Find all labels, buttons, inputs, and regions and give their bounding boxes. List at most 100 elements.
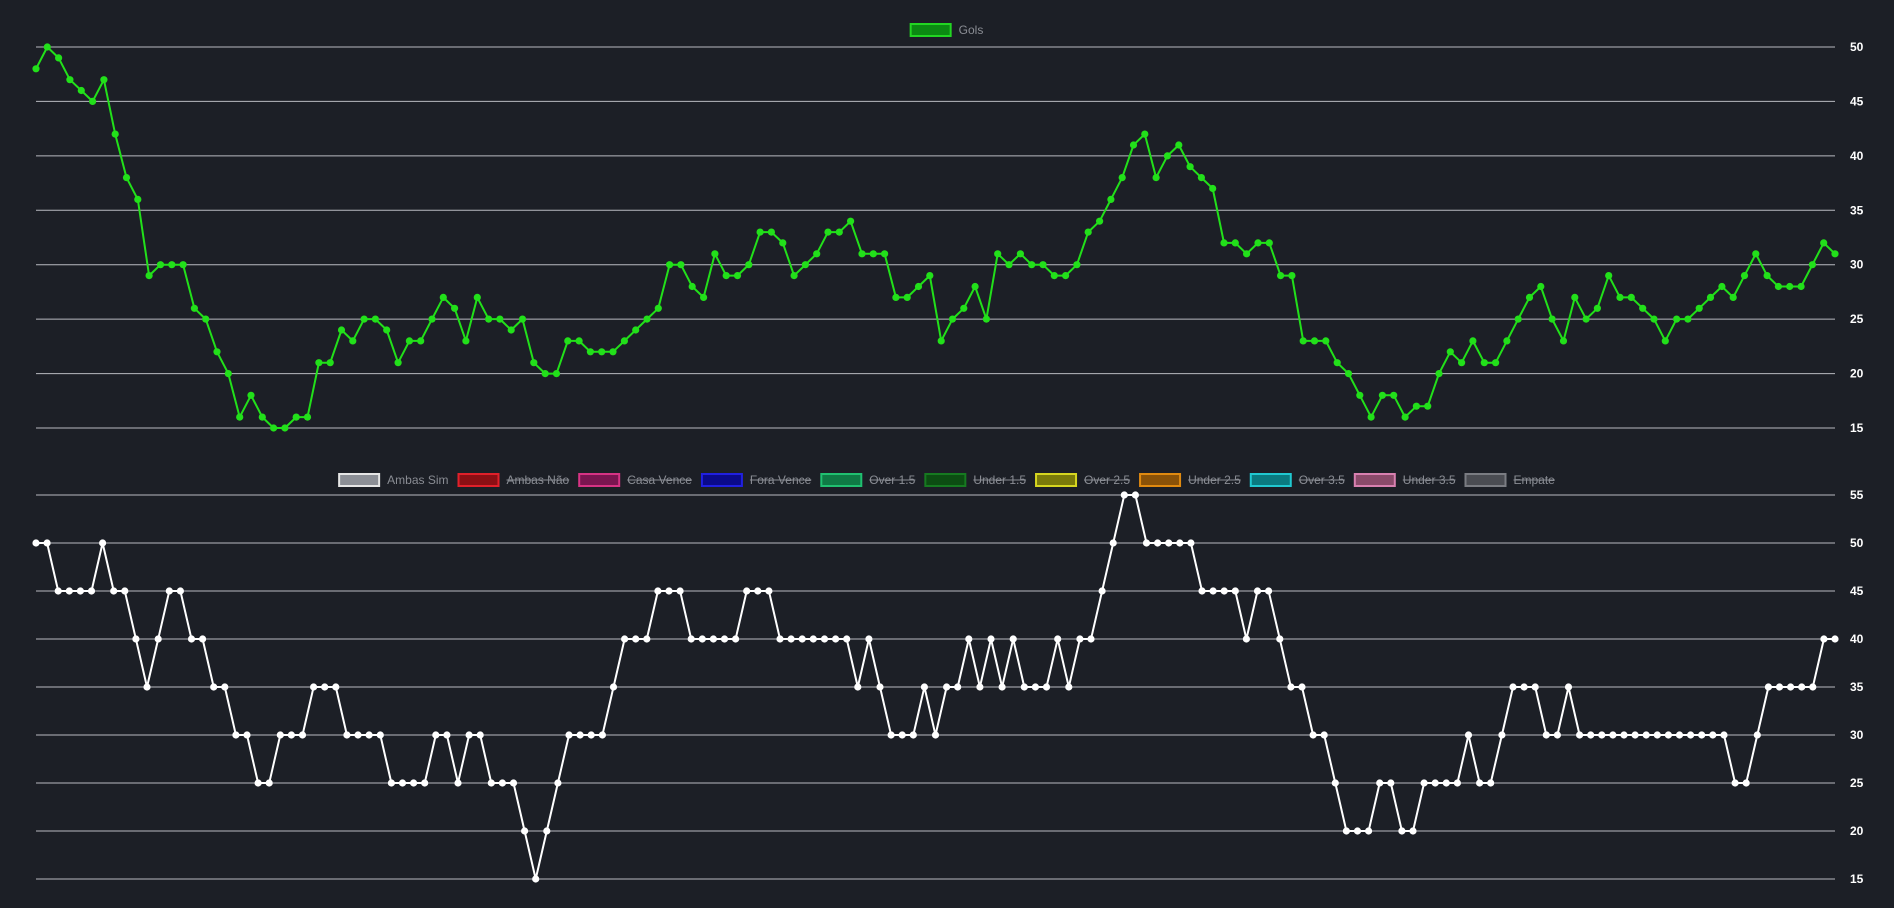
data-point[interactable] — [865, 635, 873, 643]
data-point[interactable] — [620, 337, 629, 345]
data-point[interactable] — [354, 731, 362, 739]
data-point[interactable] — [1005, 261, 1013, 269]
data-point[interactable] — [55, 54, 63, 62]
data-point[interactable] — [1353, 827, 1362, 835]
data-point[interactable] — [1798, 683, 1806, 691]
data-point[interactable] — [609, 348, 617, 356]
data-point[interactable] — [765, 587, 773, 595]
data-point[interactable] — [332, 683, 340, 691]
data-point[interactable] — [156, 261, 165, 269]
data-point[interactable] — [835, 228, 843, 236]
data-point[interactable] — [1398, 827, 1406, 835]
data-point[interactable] — [1331, 779, 1339, 787]
data-point[interactable] — [1820, 239, 1828, 247]
data-point[interactable] — [1571, 293, 1579, 301]
data-point[interactable] — [1820, 635, 1828, 643]
data-point[interactable] — [1265, 239, 1273, 247]
data-point[interactable] — [1322, 337, 1330, 345]
data-point[interactable] — [732, 635, 740, 643]
data-point[interactable] — [1664, 731, 1672, 739]
data-point[interactable] — [190, 304, 198, 312]
legend-item[interactable]: Under 2.5 — [1139, 473, 1241, 487]
data-point[interactable] — [1753, 731, 1761, 739]
data-point[interactable] — [1186, 163, 1194, 171]
data-point[interactable] — [321, 683, 329, 691]
data-point[interactable] — [1220, 587, 1228, 595]
data-point[interactable] — [1152, 174, 1160, 182]
data-point[interactable] — [798, 635, 806, 643]
data-point[interactable] — [982, 315, 991, 323]
data-point[interactable] — [745, 261, 753, 269]
data-point[interactable] — [383, 326, 391, 334]
data-point[interactable] — [371, 315, 379, 323]
data-point[interactable] — [199, 635, 207, 643]
data-point[interactable] — [1752, 250, 1760, 258]
data-point[interactable] — [552, 370, 561, 378]
data-point[interactable] — [1609, 731, 1617, 739]
data-point[interactable] — [77, 86, 85, 95]
data-point[interactable] — [1265, 587, 1273, 595]
data-point[interactable] — [598, 731, 607, 739]
data-point[interactable] — [1298, 683, 1306, 691]
data-point[interactable] — [643, 315, 651, 323]
data-point[interactable] — [1453, 779, 1461, 787]
data-point[interactable] — [1141, 130, 1149, 138]
data-point[interactable] — [1514, 315, 1522, 323]
data-point[interactable] — [1087, 635, 1095, 643]
legend-item[interactable]: Over 3.5 — [1249, 473, 1345, 487]
data-point[interactable] — [1718, 282, 1726, 291]
data-point[interactable] — [971, 282, 979, 291]
data-point[interactable] — [111, 130, 119, 138]
data-point[interactable] — [1605, 272, 1613, 280]
data-point[interactable] — [801, 261, 810, 269]
data-point[interactable] — [586, 348, 595, 356]
data-point[interactable] — [976, 683, 984, 691]
data-point[interactable] — [1175, 141, 1183, 149]
data-point[interactable] — [790, 272, 798, 280]
data-point[interactable] — [134, 195, 142, 203]
data-point[interactable] — [247, 391, 255, 399]
data-point[interactable] — [1198, 587, 1206, 595]
data-point[interactable] — [326, 359, 334, 367]
data-point[interactable] — [809, 635, 817, 643]
data-point[interactable] — [473, 293, 481, 301]
data-point[interactable] — [854, 683, 862, 691]
data-point[interactable] — [700, 293, 708, 301]
data-point[interactable] — [1553, 731, 1561, 739]
data-point[interactable] — [1442, 779, 1450, 787]
data-point[interactable] — [843, 635, 851, 643]
data-point[interactable] — [315, 359, 323, 367]
data-point[interactable] — [1576, 731, 1584, 739]
data-point[interactable] — [733, 272, 742, 280]
data-point[interactable] — [165, 587, 173, 595]
data-point[interactable] — [1054, 635, 1062, 643]
data-point[interactable] — [99, 539, 107, 547]
data-point[interactable] — [1009, 635, 1017, 643]
data-point[interactable] — [1120, 491, 1128, 499]
data-point[interactable] — [243, 731, 251, 739]
data-point[interactable] — [287, 731, 295, 739]
data-point[interactable] — [1537, 282, 1545, 291]
data-point[interactable] — [1593, 304, 1601, 312]
data-point[interactable] — [394, 359, 402, 367]
data-point[interactable] — [1042, 683, 1051, 691]
data-point[interactable] — [1731, 779, 1739, 787]
data-point[interactable] — [1809, 683, 1817, 691]
data-point[interactable] — [1740, 272, 1749, 280]
data-point[interactable] — [820, 635, 829, 643]
data-point[interactable] — [432, 731, 440, 739]
data-point[interactable] — [722, 272, 730, 280]
data-point[interactable] — [776, 635, 784, 643]
data-point[interactable] — [1424, 402, 1432, 410]
data-point[interactable] — [565, 731, 573, 739]
data-point[interactable] — [443, 731, 451, 739]
data-point[interactable] — [1653, 731, 1661, 739]
data-point[interactable] — [232, 731, 240, 739]
data-point[interactable] — [909, 731, 917, 739]
data-point[interactable] — [869, 250, 877, 258]
data-point[interactable] — [213, 348, 221, 356]
data-point[interactable] — [1774, 282, 1782, 291]
data-point[interactable] — [465, 731, 473, 739]
data-point[interactable] — [1698, 731, 1706, 739]
data-point[interactable] — [666, 261, 674, 269]
